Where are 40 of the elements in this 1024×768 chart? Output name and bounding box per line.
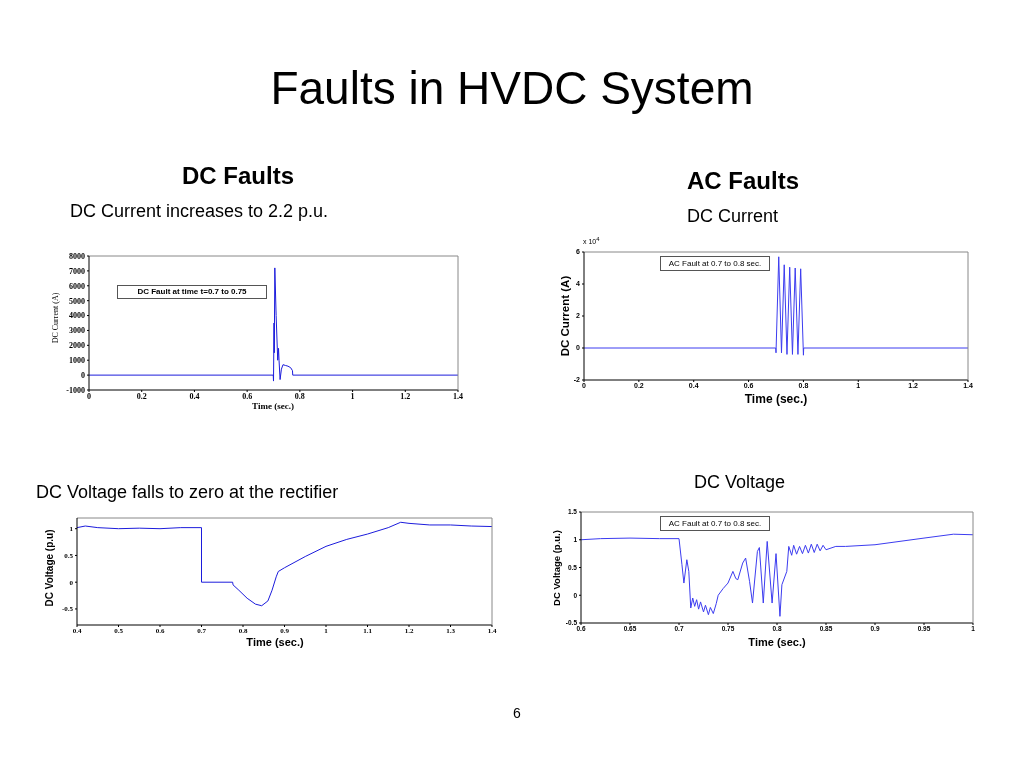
x-axis-title: Time (sec.) xyxy=(252,401,294,412)
y-tick-label: 5000 xyxy=(69,296,85,306)
y-axis-title: DC Current (A) xyxy=(51,292,61,344)
x-axis-title: Time (sec.) xyxy=(744,392,808,407)
y-tick-label: 6000 xyxy=(69,281,85,291)
line-series xyxy=(77,521,492,607)
chart-title: DC Voltage falls to zero at the rectifier xyxy=(36,482,339,503)
y-tick-label: 7000 xyxy=(69,266,85,276)
y-tick-label: 8000 xyxy=(69,251,85,261)
y-tick-label: 3000 xyxy=(69,326,85,336)
annotation: AC Fault at 0.7 to 0.8 sec. xyxy=(660,516,770,531)
line-series xyxy=(584,256,968,356)
x-tick-label: 1 xyxy=(350,391,355,401)
y-tick-label: 2000 xyxy=(69,341,85,351)
y-axis-title: DC Voltage (p.u) xyxy=(44,529,56,607)
y-tick-label: -1000 xyxy=(66,385,85,395)
chart-subtitle: DC Current increases to 2.2 p.u. xyxy=(70,201,329,222)
y-tick-label: 4000 xyxy=(69,311,85,321)
y-axis-title: DC Voltage (p.u.) xyxy=(550,530,563,606)
line-series xyxy=(581,533,973,617)
x-axis-title: Time (sec.) xyxy=(748,636,806,649)
x-tick-label: 0.8 xyxy=(294,391,305,401)
text: 6 xyxy=(512,705,522,722)
y-axis-title: DC Current (A) xyxy=(559,275,573,357)
chart-subtitle: DC Current xyxy=(687,206,779,227)
chart-title: AC Faults xyxy=(687,167,800,195)
y-tick-label: 0 xyxy=(81,370,85,380)
y-tick-label: 1000 xyxy=(69,356,85,366)
x-tick-label: 0.2 xyxy=(136,391,147,401)
x-tick-label: 0.4 xyxy=(189,391,200,401)
annotation: AC Fault at 0.7 to 0.8 sec. xyxy=(660,256,770,271)
line-series xyxy=(89,267,458,382)
x-tick-label: 0.6 xyxy=(242,391,253,401)
text: Faults in HVDC System xyxy=(269,62,755,115)
x-tick-label: 1.4 xyxy=(453,391,463,401)
chart-title: DC Voltage xyxy=(694,472,786,493)
annotation: DC Fault at time t=0.7 to 0.75 xyxy=(117,285,267,299)
chart-title: DC Faults xyxy=(181,162,295,190)
x-axis-title: Time (sec.) xyxy=(246,636,304,649)
x-tick-label: 1.2 xyxy=(400,391,411,401)
